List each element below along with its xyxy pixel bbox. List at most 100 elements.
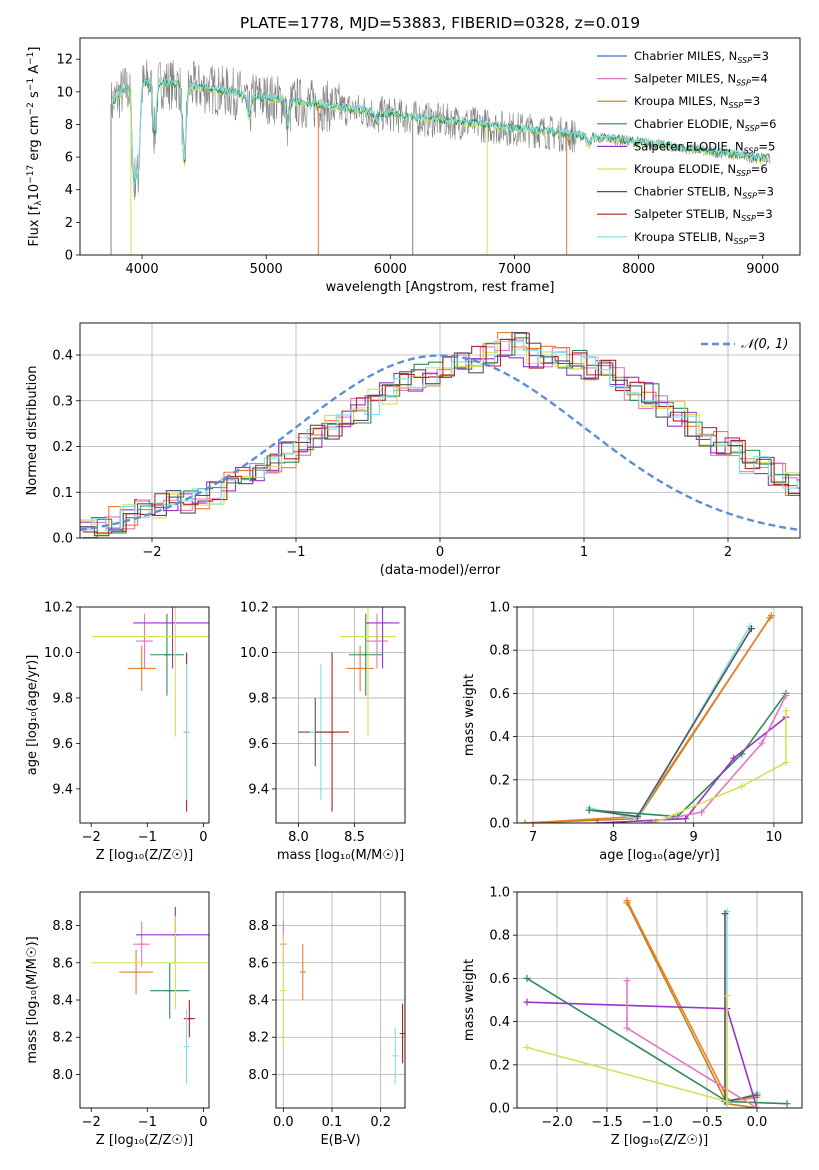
legend-entry: Salpeter ELODIE, NSSP=5 [634,139,775,155]
y-tick-label: 10.2 [240,601,269,616]
legend-tail: =4 [751,72,768,86]
y-axis-label-part: −1 [26,78,36,91]
series-line [597,716,787,823]
series-marker [753,1091,761,1099]
y-tick-label: 10.0 [240,646,269,661]
legend-text: Chabrier ELODIE, N [634,117,745,131]
plot-area [91,906,209,1084]
series-marker [782,692,790,700]
series-marker [782,759,790,767]
x-axis-label: mass [log₁₀(M/M☉)] [277,848,404,863]
series-marker [641,819,649,823]
histogram-salpeter_stelib [82,332,800,534]
y-tick-label: 4 [65,183,73,198]
series-line [726,911,758,1105]
x-tick-label: −2.0 [541,1115,573,1130]
axes-frame [79,891,210,1109]
y-tick-label: 9.6 [52,737,73,752]
y-axis-label-part: −1 [26,52,36,65]
x-tick-label: 9000 [746,262,779,277]
y-axis-label-part: 10 [27,184,42,201]
legend-text: Chabrier STELIB, N [634,185,742,199]
x-tick-label: 0 [199,830,207,845]
legend-sub: SSP [744,146,759,155]
x-tick-label: −2 [82,830,101,845]
x-tick-label: −1 [286,545,305,560]
y-tick-label: 8.4 [248,994,269,1009]
panel-mass_vs_Z: −2 −1 0 8.0 8.2 8.4 8.6 8.8 Z [log₁₀(Z/Z☉)] mass … [25,891,210,1148]
y-tick-label: 8.2 [52,1031,73,1046]
legend-sub: SSP [737,56,752,65]
y-tick-label: 10 [56,85,73,100]
x-axis-label: age [log₁₀(age/yr)] [599,848,720,863]
y-axis-label: Flux [fλ10−17 erg cm−2 s−1 A−1] [26,47,44,247]
plot-area [80,331,800,538]
series-marker [758,739,766,747]
axes-frame [79,322,801,539]
series-line [645,695,787,823]
legend-sub: SSP [741,214,756,223]
y-axis-label: mass weight [462,674,477,756]
y-tick-label: 9.6 [248,737,269,752]
y-tick-label: 8.8 [52,919,73,934]
y-tick-label: 0.0 [489,817,510,832]
legend-tail: =6 [751,162,768,176]
y-tick-label: 0.0 [52,532,73,547]
axes-frame [516,606,803,824]
x-axis-label: Z [log₁₀(Z/Z☉)] [96,848,193,863]
series-marker [585,806,593,814]
y-tick-label: 0.6 [489,972,510,987]
legend-entry: Kroupa MILES, NSSP=3 [634,94,760,110]
x-tick-label: 0.1 [322,1115,343,1130]
series-line [626,900,758,1103]
x-tick-label: −1 [138,1115,157,1130]
panel-age_vs_mass: 8.0 8.5 9.4 9.6 9.8 10.0 10.2 mass [log₁₀(M/M☉)… [240,601,406,863]
axes-frame [275,606,406,824]
figure-title: PLATE=1778, MJD=53883, FIBERID=0328, z=0… [240,14,640,32]
legend-tail: =5 [758,139,775,153]
plot-area [298,607,400,812]
x-tick-label: 7 [529,830,537,845]
legend-text: Salpeter MILES, N [634,72,736,86]
x-tick-label: 0 [199,1115,207,1130]
y-axis-label: age [log₁₀(age/yr)] [25,655,40,776]
series-marker [721,910,729,918]
x-axis-label: Z [log₁₀(Z/Z☉)] [611,1133,708,1148]
x-tick-label: 8000 [622,262,655,277]
y-axis-label: mass weight [462,959,477,1041]
x-axis-label: E(B-V) [320,1133,360,1148]
x-tick-label: 2 [724,545,732,560]
legend-text: Salpeter ELODIE, N [634,139,744,153]
series-marker [649,819,657,823]
x-tick-label: 0.0 [273,1115,294,1130]
y-axis-label-part: erg cm [27,115,42,164]
panel-spectrum: 4000 5000 6000 7000 8000 9000 0 2 4 6 8 10 12 wavelen… [26,37,801,295]
x-tick-label: −2 [142,545,161,560]
y-axis-label: Normed distribution [25,366,40,496]
legend-text: Salpeter STELIB, N [634,207,741,221]
x-tick-label: 8.5 [344,830,365,845]
series-marker [782,707,790,715]
panel-residuals: −2 −1 0 1 2 0.0 0.1 0.2 0.3 0.4 (data-model)/error… [25,322,801,578]
legend-sub: SSP [736,169,751,178]
y-axis-label-part: s [27,91,42,102]
y-tick-label: 9.4 [52,782,73,797]
series-line [524,617,771,823]
series-line [526,1001,758,1108]
legend-entry: Chabrier STELIB, NSSP=3 [634,185,774,201]
x-tick-label: −1 [138,830,157,845]
axes-frame [79,37,801,256]
y-tick-label: 9.8 [248,691,269,706]
y-tick-label: 8.2 [248,1031,269,1046]
legend-sub: SSP [734,237,749,246]
legend-entry: Salpeter MILES, NSSP=4 [634,72,768,88]
y-tick-label: 0.8 [489,644,510,659]
legend-tail: =3 [757,185,774,199]
y-tick-label: 1.0 [489,601,510,616]
y-tick-label: 2 [65,216,73,231]
legend-text: Kroupa STELIB, N [634,230,734,244]
legend-text: Chabrier MILES, N [634,49,737,63]
x-tick-label: 1 [580,545,588,560]
histogram-chabrier_stelib [80,331,800,537]
y-tick-label: 0.2 [489,1058,510,1073]
